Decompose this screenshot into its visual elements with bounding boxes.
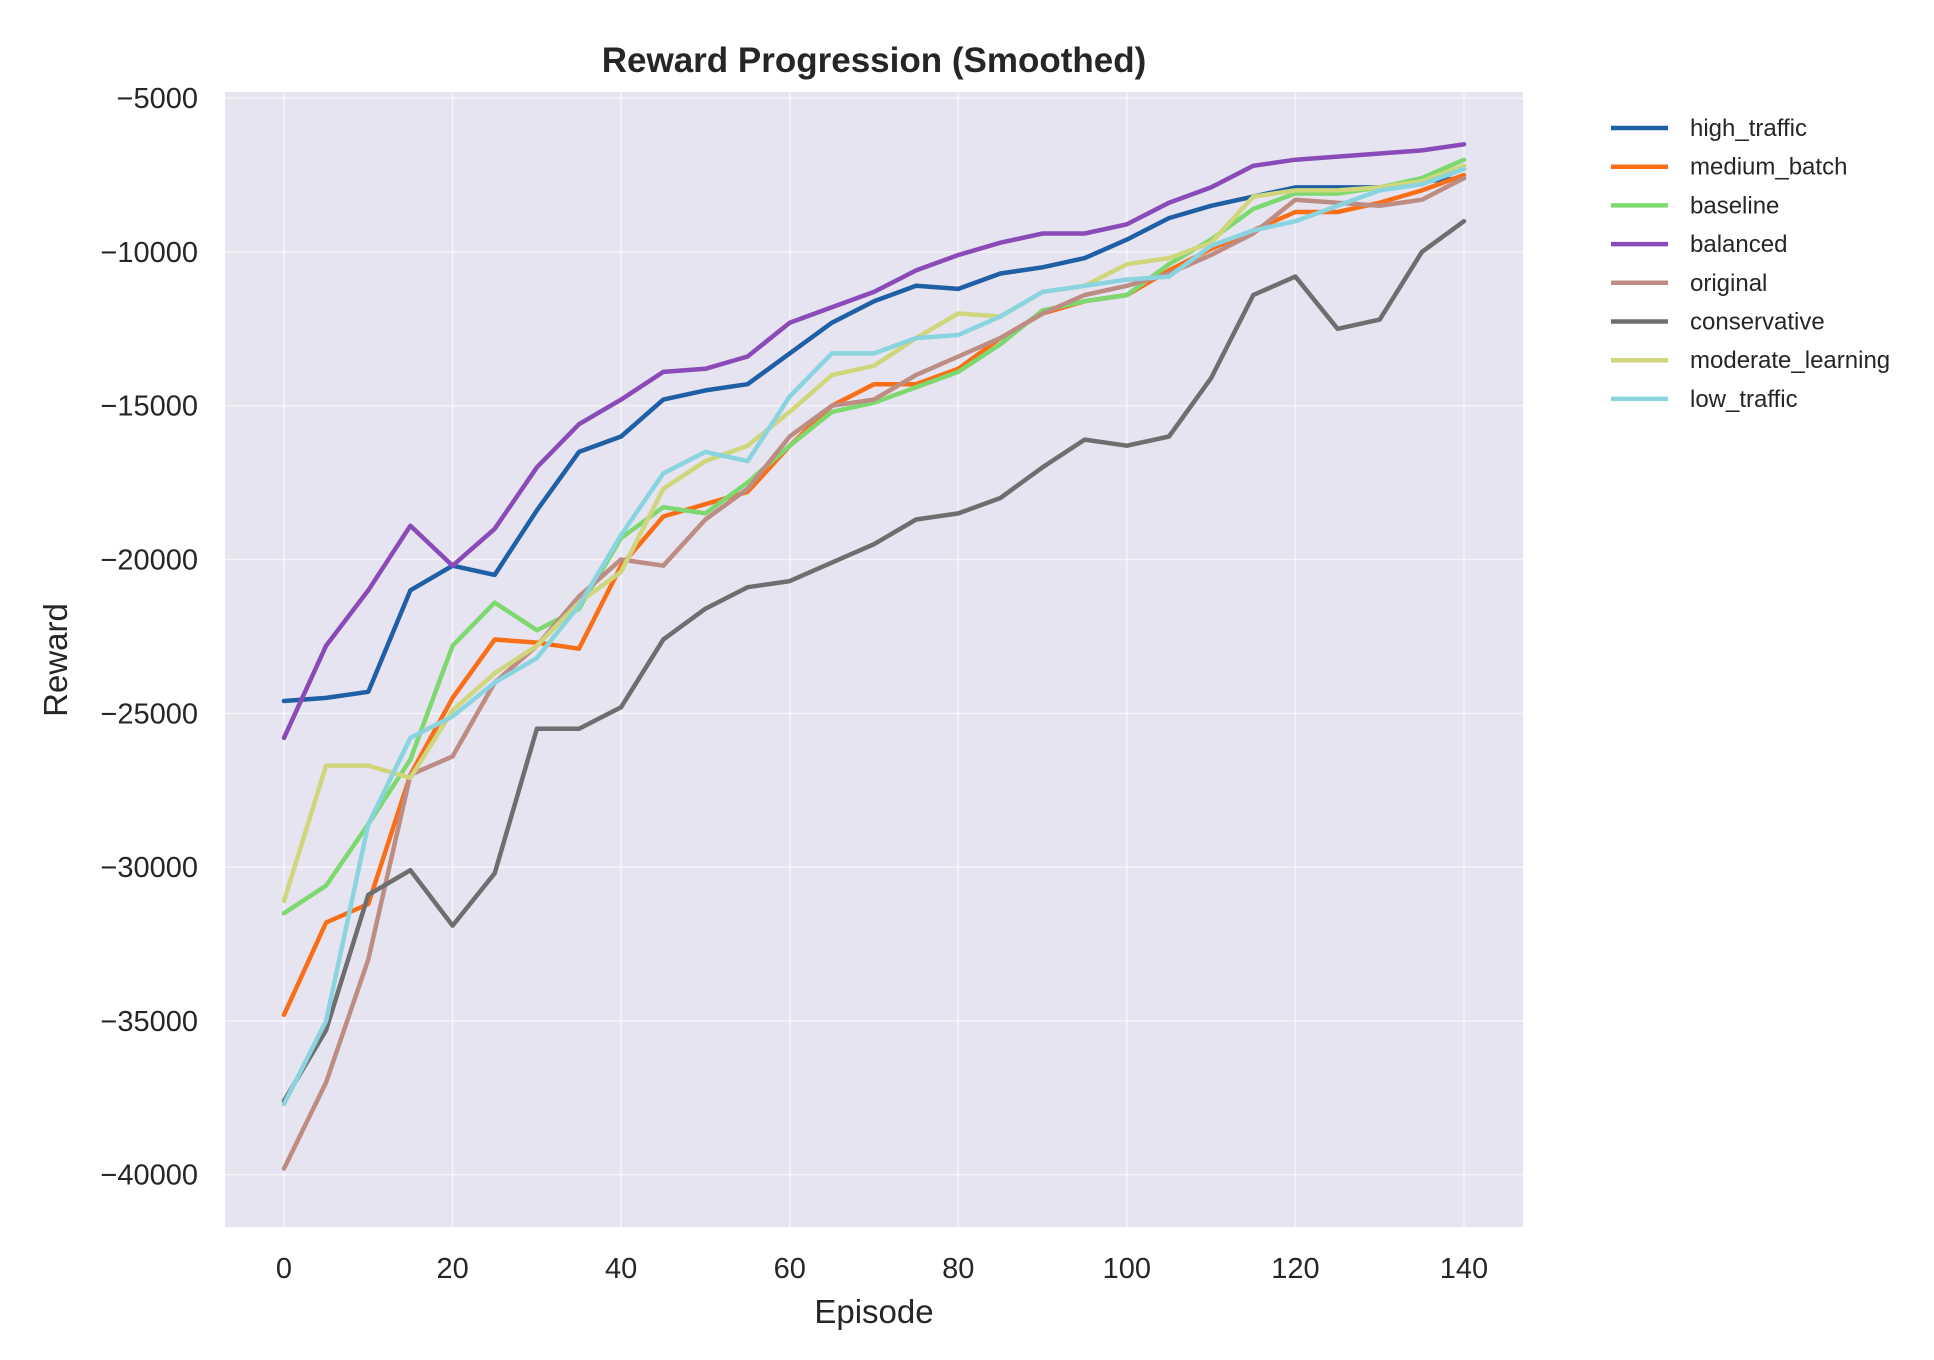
legend-label: original bbox=[1690, 270, 1767, 297]
y-tick-label: −20000 bbox=[100, 545, 198, 577]
y-axis-ticks: −40000 −35000 −30000 −25000 −20000 −15000 −100… bbox=[100, 83, 198, 1192]
legend-label: moderate_learning bbox=[1690, 347, 1890, 374]
x-tick-label: 60 bbox=[774, 1253, 806, 1285]
series-line-conservative bbox=[281, 218, 1467, 1104]
y-tick-label: −15000 bbox=[100, 391, 198, 423]
y-axis-label: Reward bbox=[37, 603, 74, 717]
legend: high_traffic medium_batch baseline balanced… bbox=[1611, 115, 1890, 413]
y-tick-label: −5000 bbox=[117, 83, 198, 115]
y-tick-label: −25000 bbox=[100, 698, 198, 730]
y-tick-label: −30000 bbox=[100, 852, 198, 884]
chart-title: Reward Progression (Smoothed) bbox=[602, 41, 1147, 80]
legend-label: conservative bbox=[1690, 309, 1825, 336]
x-tick-label: 120 bbox=[1271, 1253, 1319, 1285]
x-tick-label: 140 bbox=[1440, 1253, 1488, 1285]
series-line-original bbox=[281, 175, 1467, 1171]
legend-label: balanced bbox=[1690, 231, 1787, 258]
legend-label: medium_batch bbox=[1690, 154, 1847, 181]
series-line-baseline bbox=[281, 157, 1467, 916]
x-tick-label: 80 bbox=[942, 1253, 974, 1285]
legend-label: high_traffic bbox=[1690, 115, 1807, 142]
x-tick-label: 20 bbox=[436, 1253, 468, 1285]
series-lines bbox=[281, 142, 1467, 1171]
series-line-balanced bbox=[281, 142, 1467, 741]
legend-label: baseline bbox=[1690, 192, 1779, 219]
y-tick-label: −40000 bbox=[100, 1160, 198, 1192]
x-axis-label: Episode bbox=[814, 1293, 933, 1330]
series-line-low-traffic bbox=[281, 166, 1467, 1107]
x-tick-label: 100 bbox=[1103, 1253, 1151, 1285]
y-tick-label: −35000 bbox=[100, 1006, 198, 1038]
x-tick-label: 40 bbox=[605, 1253, 637, 1285]
legend-label: low_traffic bbox=[1690, 386, 1798, 413]
x-axis-ticks: 0 20 40 60 80 100 120 140 bbox=[276, 1253, 1488, 1285]
plot-background bbox=[225, 92, 1523, 1227]
series-line-moderate-learning bbox=[281, 163, 1467, 904]
y-tick-label: −10000 bbox=[100, 237, 198, 269]
x-tick-label: 0 bbox=[276, 1253, 292, 1285]
